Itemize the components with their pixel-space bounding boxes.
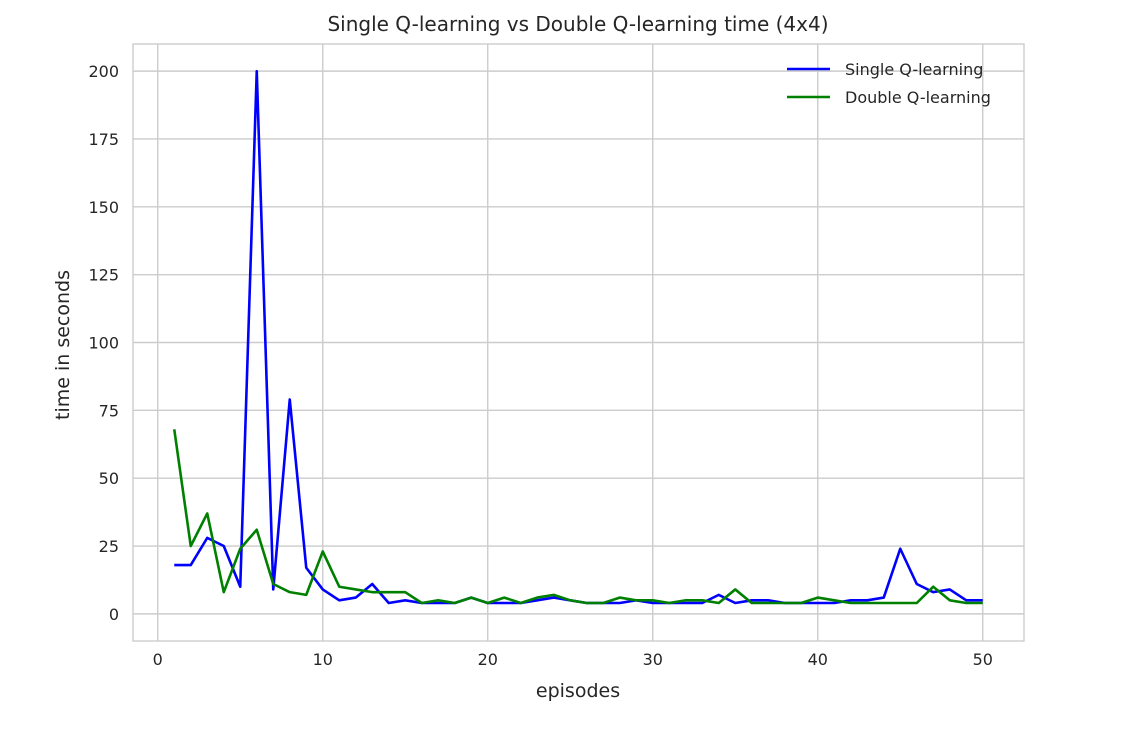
x-tick-label: 30 xyxy=(643,650,663,669)
grid-lines xyxy=(133,44,1024,641)
y-tick-label: 75 xyxy=(99,401,119,420)
x-tick-label: 20 xyxy=(478,650,498,669)
y-tick-label: 175 xyxy=(88,130,119,149)
legend-label-single-q-learning: Single Q-learning xyxy=(845,60,983,79)
plot-frame xyxy=(132,43,1025,642)
y-tick-label: 50 xyxy=(99,469,119,488)
y-tick-label: 125 xyxy=(88,266,119,285)
x-tick-label: 10 xyxy=(313,650,333,669)
y-axis-label: time in seconds xyxy=(52,270,74,420)
series-lines xyxy=(172,69,983,605)
series-line-double-q-learning xyxy=(172,429,983,605)
y-tick-label: 100 xyxy=(88,334,119,353)
y-tick-label: 0 xyxy=(109,605,119,624)
legend: Single Q-learning Double Q-learning xyxy=(787,60,991,107)
chart-title: Single Q-learning vs Double Q-learning t… xyxy=(327,12,828,36)
y-tick-label: 200 xyxy=(88,62,119,81)
tick-labels: 0 10 20 30 40 50 0 25 50 75 100 125 150 175 200 xyxy=(88,62,992,669)
x-tick-label: 50 xyxy=(973,650,993,669)
y-tick-label: 150 xyxy=(88,198,119,217)
x-tick-label: 0 xyxy=(153,650,163,669)
y-tick-label: 25 xyxy=(99,537,119,556)
x-tick-label: 40 xyxy=(808,650,828,669)
legend-label-double-q-learning: Double Q-learning xyxy=(845,88,991,107)
x-axis-label: episodes xyxy=(536,680,620,702)
